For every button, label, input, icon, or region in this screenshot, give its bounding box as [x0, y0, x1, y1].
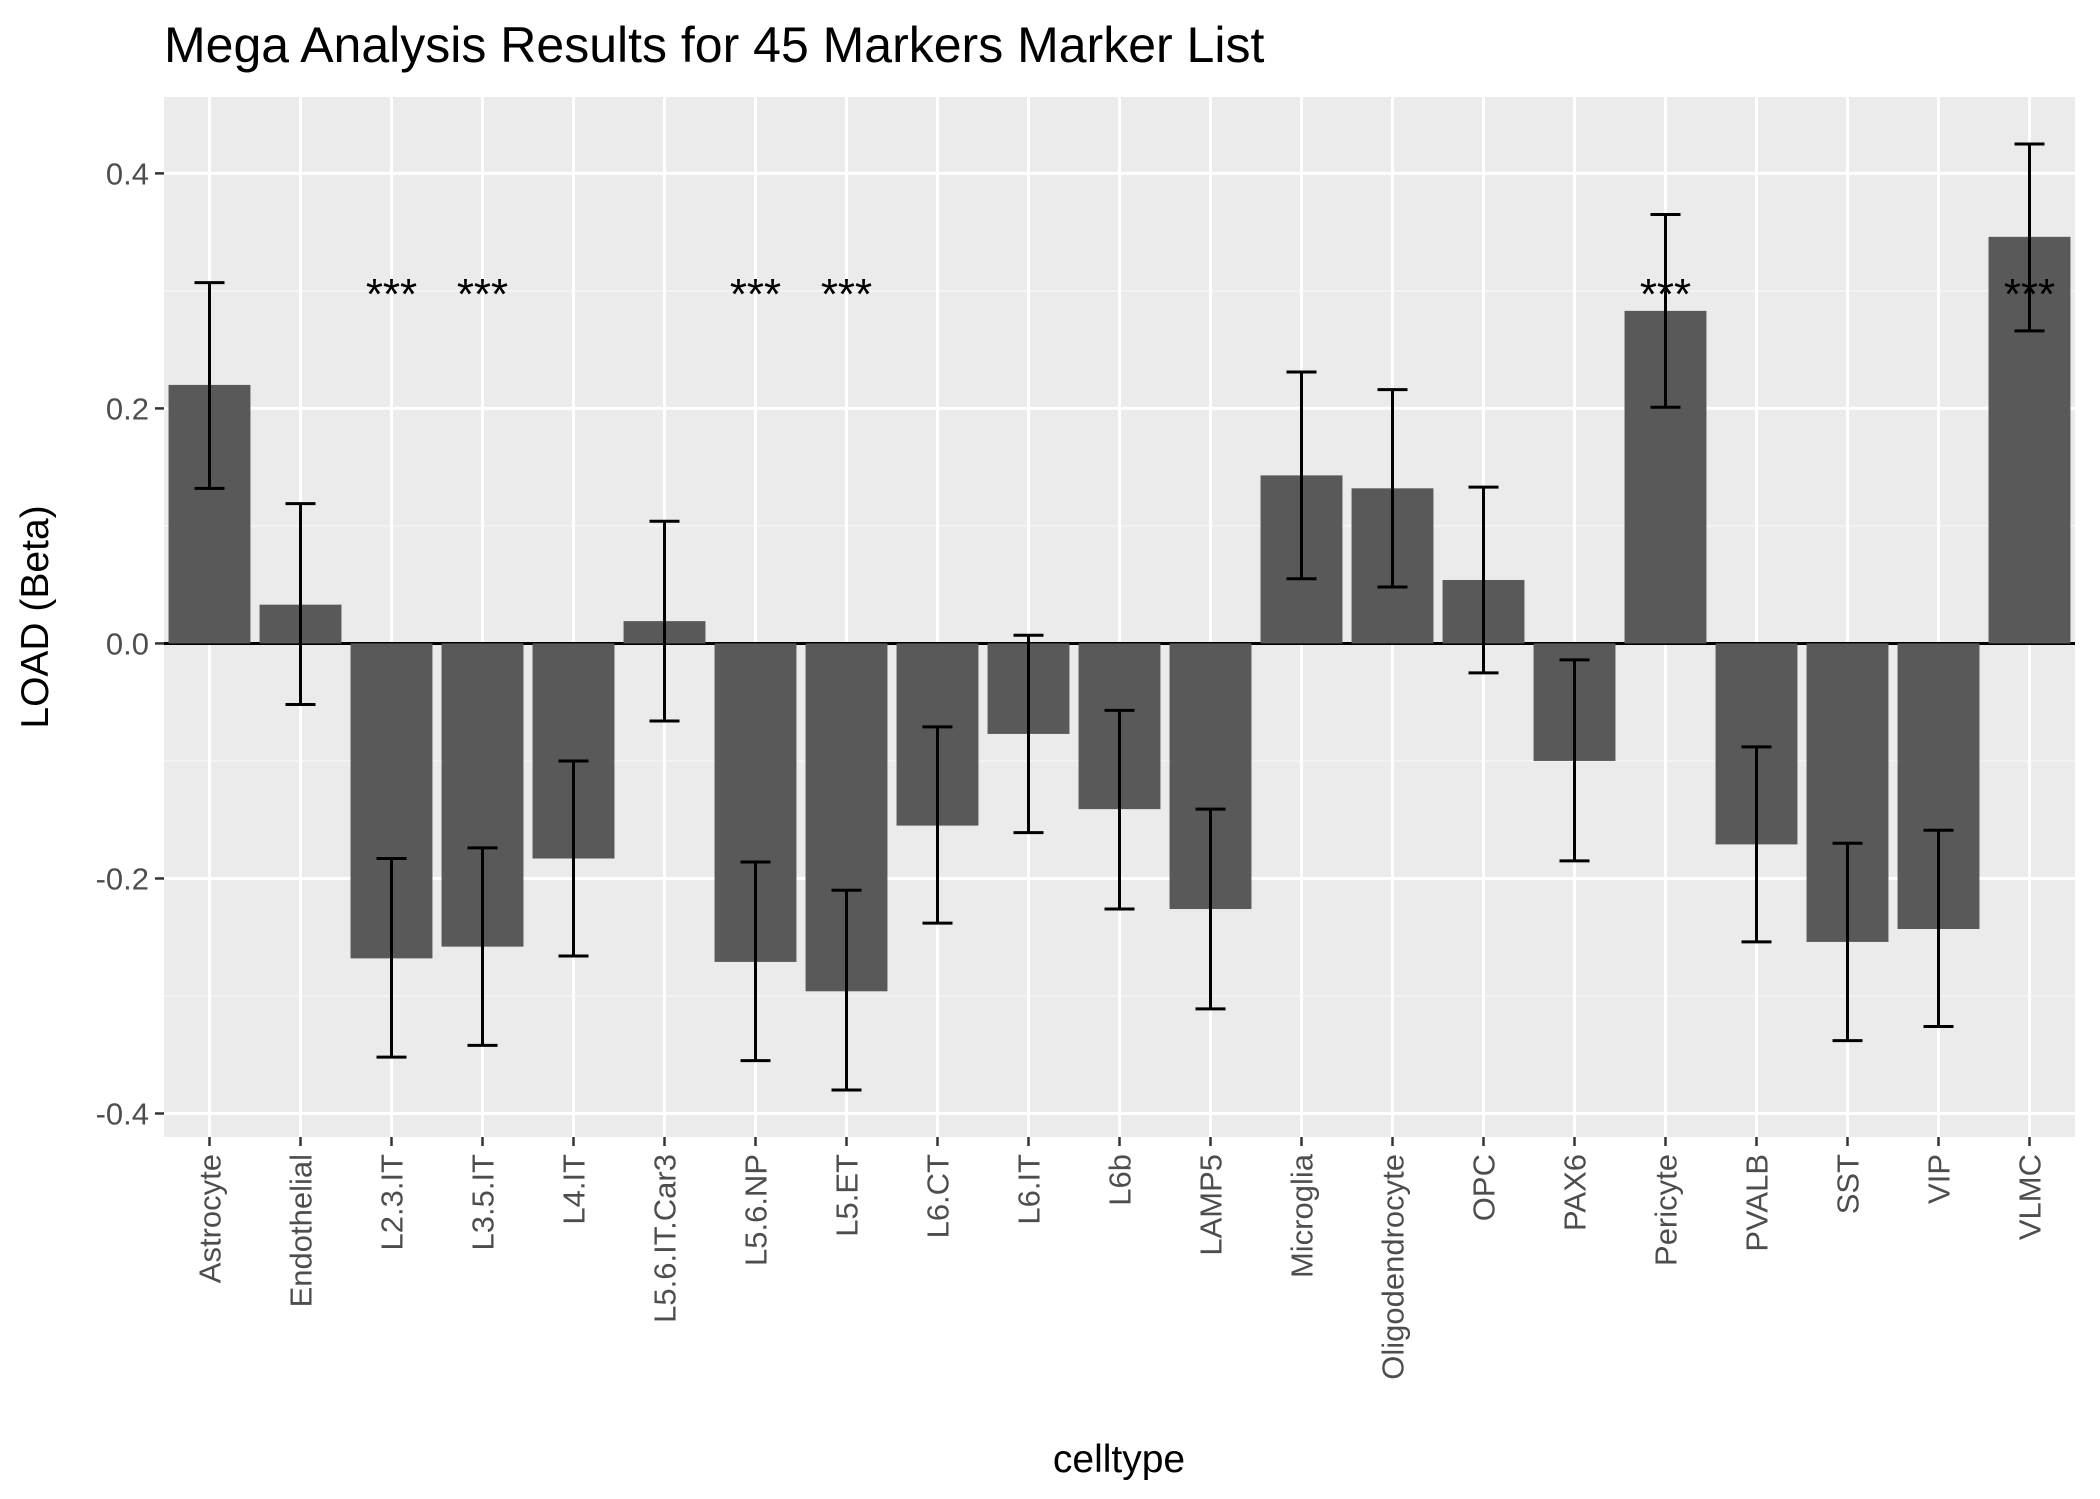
errorbar-l2.3.it — [376, 856, 407, 1059]
y-axis-title: LOAD (Beta) — [14, 505, 57, 728]
significance-label: *** — [457, 270, 508, 319]
errorbar-vip — [1923, 828, 1954, 1029]
x-tick-label: L5.6.NP — [739, 1154, 774, 1266]
significance-label: *** — [821, 270, 872, 319]
x-tick-label: LAMP5 — [1194, 1154, 1229, 1256]
x-tick-label: L5.6.IT.Car3 — [648, 1154, 683, 1323]
x-tick-label: PAX6 — [1558, 1154, 1593, 1231]
x-axis-title: celltype — [1053, 1438, 1185, 1481]
x-tick-label: L2.3.IT — [375, 1154, 410, 1251]
error-bars — [194, 142, 2045, 1092]
y-tick-label: 0.4 — [106, 156, 149, 191]
errorbar-astrocyte — [194, 281, 225, 490]
x-tick-label: L6.IT — [1012, 1154, 1047, 1225]
significance-label: *** — [730, 270, 781, 319]
errorbar-l6b — [1104, 708, 1135, 911]
significance-label: *** — [2004, 270, 2055, 319]
x-axis-ticks: Astrocyte Endothelial L2.3.IT L3.5.IT L4.IT L… — [193, 1137, 2048, 1380]
y-tick-label: 0.0 — [106, 626, 149, 661]
x-tick-label: VIP — [1922, 1154, 1957, 1204]
errorbar-pax6 — [1559, 658, 1590, 863]
errorbar-pericyte — [1650, 213, 1681, 409]
errorbar-l5.6.np — [740, 860, 771, 1063]
errorbar-pvalb — [1741, 745, 1772, 944]
errorbar-l5.et — [831, 888, 862, 1092]
x-tick-label: L3.5.IT — [466, 1154, 501, 1251]
x-tick-label: Pericyte — [1649, 1154, 1684, 1266]
errorbar-oligodendrocyte — [1377, 388, 1408, 589]
significance-labels: *** *** *** *** *** *** — [366, 270, 2055, 319]
x-tick-label: VLMC — [2013, 1154, 2048, 1240]
x-tick-label: L5.ET — [830, 1154, 865, 1237]
x-tick-label: L6.CT — [921, 1154, 956, 1238]
chart-title: Mega Analysis Results for 45 Markers Mar… — [164, 17, 1264, 73]
x-tick-label: L6b — [1103, 1154, 1138, 1206]
errorbar-sst — [1832, 841, 1863, 1043]
x-tick-label: SST — [1831, 1154, 1866, 1214]
y-tick-label: 0.2 — [106, 391, 149, 426]
errorbar-vlmc — [2014, 142, 2045, 333]
significance-label: *** — [366, 270, 417, 319]
x-tick-label: Microglia — [1285, 1153, 1320, 1278]
errorbar-endothelial — [285, 502, 316, 707]
x-tick-label: Endothelial — [284, 1154, 319, 1307]
errorbar-l6.ct — [922, 725, 953, 925]
x-tick-label: PVALB — [1740, 1154, 1775, 1252]
x-tick-label: OPC — [1467, 1154, 1502, 1221]
errorbar-opc — [1468, 485, 1499, 675]
x-tick-label: Astrocyte — [193, 1154, 228, 1283]
errorbar-microglia — [1286, 370, 1317, 581]
x-tick-label: Oligodendrocyte — [1376, 1154, 1411, 1380]
errorbar-l6.it — [1013, 633, 1044, 835]
y-tick-label: -0.4 — [96, 1096, 149, 1131]
significance-label: *** — [1640, 270, 1691, 319]
errorbar-l4.it — [558, 759, 589, 958]
errorbar-l3.5.it — [467, 846, 498, 1047]
x-tick-label: L4.IT — [557, 1154, 592, 1225]
errorbar-l5.6.it.car3 — [649, 519, 680, 723]
errorbar-lamp5 — [1195, 807, 1226, 1011]
y-tick-label: -0.2 — [96, 861, 149, 896]
y-axis-ticks: -0.4 -0.2 0.0 0.2 0.4 — [96, 156, 164, 1131]
